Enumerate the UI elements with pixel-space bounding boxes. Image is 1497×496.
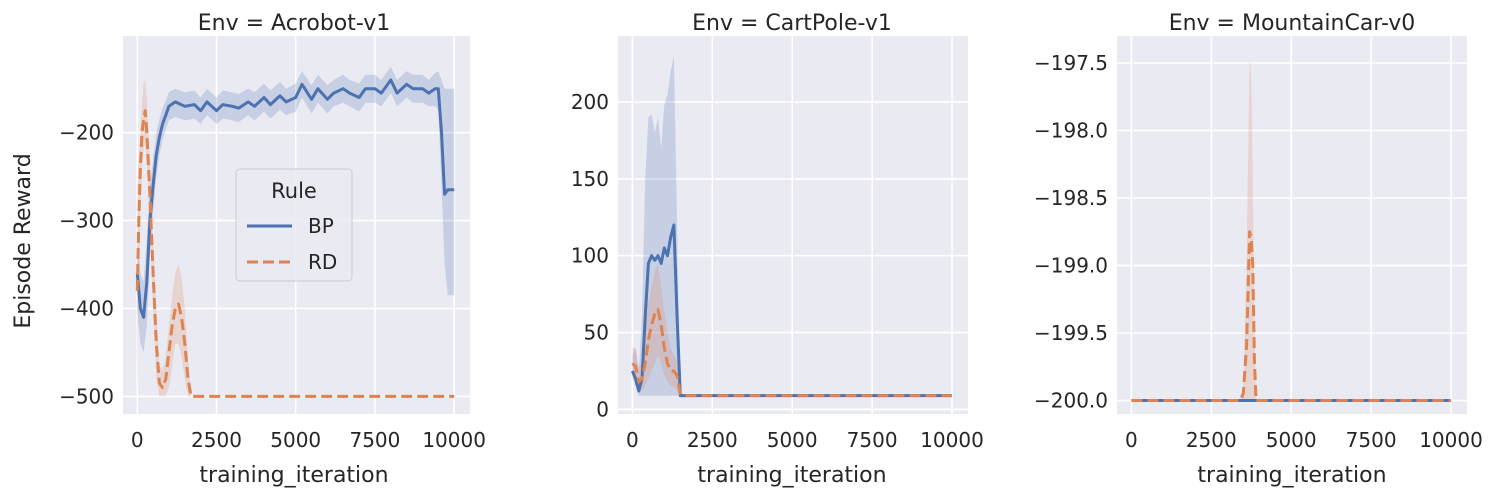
x-tick-label: 7500 bbox=[349, 428, 400, 452]
series-band-bp bbox=[632, 56, 952, 396]
series-line-rd bbox=[135, 109, 455, 398]
y-tick-label: 0 bbox=[596, 397, 609, 421]
panel-acrobot: Env = Acrobot-v1 training_iteration Epis… bbox=[11, 11, 486, 488]
y-tick-label: −198.0 bbox=[1034, 119, 1108, 143]
y-tick-label: 50 bbox=[584, 321, 609, 345]
panel-title: Env = CartPole-v1 bbox=[692, 11, 892, 36]
x-tick-label: 2500 bbox=[191, 428, 242, 452]
x-tick-label: 5000 bbox=[767, 428, 818, 452]
y-tick-label: −199.5 bbox=[1034, 321, 1108, 345]
y-tick-label: −300 bbox=[59, 209, 114, 233]
x-tick-label: 2500 bbox=[687, 428, 738, 452]
x-tick-label: 10000 bbox=[1419, 428, 1483, 452]
y-tick-label: −198.5 bbox=[1034, 186, 1108, 210]
plot-area: 0 2500 5000 7500 10000 −200.0 −199.5 −199.0 −198… bbox=[1034, 36, 1483, 452]
series-line-bp bbox=[135, 78, 455, 319]
x-tick-label: 5000 bbox=[1266, 428, 1317, 452]
x-axis-label: training_iteration bbox=[697, 463, 886, 488]
panel-title: Env = Acrobot-v1 bbox=[198, 11, 390, 36]
x-tick-label: 0 bbox=[626, 428, 639, 452]
y-tick-label: 200 bbox=[571, 90, 609, 114]
x-tick-label: 7500 bbox=[847, 428, 898, 452]
x-axis-label: training_iteration bbox=[199, 463, 388, 488]
plot-area: 0 2500 5000 7500 10000 −500 −400 −300 −200 bbox=[59, 36, 486, 452]
y-tick-label: 100 bbox=[571, 244, 609, 268]
y-tick-label: −400 bbox=[59, 297, 114, 321]
legend-box bbox=[235, 168, 353, 282]
y-tick-label: −200 bbox=[59, 121, 114, 145]
legend: Rule BP RD bbox=[235, 168, 353, 282]
series-line-rd bbox=[1131, 230, 1451, 402]
x-tick-label: 10000 bbox=[422, 428, 486, 452]
series-band-bp bbox=[137, 66, 455, 353]
panel-mountaincar: Env = MountainCar-v0 training_iteration … bbox=[1034, 11, 1483, 488]
legend-label-bp: BP bbox=[308, 214, 334, 238]
x-tick-label: 2500 bbox=[1186, 428, 1237, 452]
panel-cartpole: Env = CartPole-v1 training_iteration 0 25… bbox=[571, 11, 984, 488]
plot-area: 0 2500 5000 7500 10000 0 50 100 150 200 bbox=[571, 36, 984, 452]
x-tick-label: 10000 bbox=[920, 428, 984, 452]
x-axis-label: training_iteration bbox=[1197, 463, 1386, 488]
x-tick-label: 0 bbox=[1125, 428, 1138, 452]
series-line-rd bbox=[631, 308, 952, 398]
panel-title: Env = MountainCar-v0 bbox=[1169, 11, 1416, 36]
y-tick-label: 150 bbox=[571, 167, 609, 191]
y-tick-label: −197.5 bbox=[1034, 51, 1108, 75]
y-axis-label: Episode Reward bbox=[11, 153, 36, 328]
y-tick-label: −500 bbox=[59, 384, 114, 408]
y-tick-label: −199.0 bbox=[1034, 254, 1108, 278]
x-tick-label: 7500 bbox=[1346, 428, 1397, 452]
y-tick-label: −200.0 bbox=[1034, 389, 1108, 413]
series-band-rd bbox=[137, 80, 455, 397]
x-tick-label: 0 bbox=[131, 428, 144, 452]
legend-title: Rule bbox=[271, 179, 317, 203]
legend-label-rd: RD bbox=[308, 250, 337, 274]
x-tick-label: 5000 bbox=[270, 428, 321, 452]
